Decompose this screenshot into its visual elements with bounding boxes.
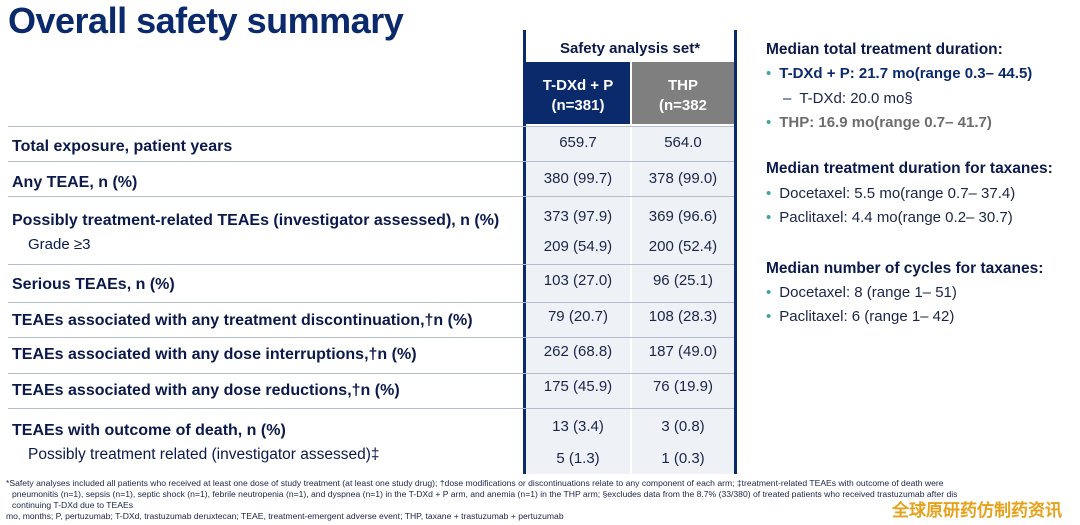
footnote-line: continuing T-DXd due to TEAEs bbox=[12, 500, 134, 510]
taxane-paclitaxel-item: • Paclitaxel: 4.4 mo(range 0.2– 30.7) bbox=[766, 209, 1013, 226]
row-divider bbox=[8, 126, 734, 127]
column-header-thp-n: (n=382 bbox=[659, 97, 707, 114]
cycles-heading: Median number of cycles for taxanes: bbox=[766, 260, 1044, 277]
cell-thp: 187 (49.0) bbox=[648, 343, 718, 360]
column-header-tdxd-name: T-DXd + P bbox=[542, 77, 614, 94]
page-title: Overall safety summary bbox=[8, 0, 404, 41]
duration-tdxd-text: T-DXd + P: 21.7 mo(range 0.3– 44.5) bbox=[779, 65, 1033, 82]
safety-set-header: Safety analysis set* bbox=[559, 40, 701, 57]
taxane-paclitaxel-text: Paclitaxel: 4.4 mo(range 0.2– 30.7) bbox=[779, 209, 1013, 226]
cell-tdxd: 380 (99.7) bbox=[543, 170, 613, 187]
cell-tdxd: 79 (20.7) bbox=[547, 308, 609, 325]
bullet-icon: • bbox=[766, 308, 772, 325]
cell-tdxd: 659.7 bbox=[559, 134, 597, 151]
taxane-docetaxel-text: Docetaxel: 5.5 mo(range 0.7– 37.4) bbox=[779, 185, 1016, 202]
cell-thp: 1 (0.3) bbox=[661, 450, 705, 467]
cell-tdxd: 103 (27.0) bbox=[543, 272, 613, 289]
row-divider bbox=[8, 196, 734, 197]
cell-thp: 369 (96.6) bbox=[648, 208, 718, 225]
cell-thp: 96 (25.1) bbox=[652, 272, 714, 289]
footnote-line: mo, months; P, pertuzumab; T-DXd, trastu… bbox=[6, 511, 564, 521]
row-sublabel: Grade ≥3 bbox=[28, 236, 91, 253]
bullet-icon: • bbox=[766, 284, 772, 301]
watermark: 全球原研药仿制药资讯 bbox=[892, 501, 1062, 520]
column-header-tdxd: T-DXd + P (n=381) bbox=[526, 62, 630, 124]
cell-tdxd: 5 (1.3) bbox=[556, 450, 600, 467]
duration-tdxd-item: • T-DXd + P: 21.7 mo(range 0.3– 44.5) bbox=[766, 65, 1032, 82]
cycles-paclitaxel-text: Paclitaxel: 6 (range 1– 42) bbox=[779, 308, 955, 325]
row-divider bbox=[8, 264, 734, 265]
footnote-line: pneumonitis (n=1), sepsis (n=1), septic … bbox=[12, 489, 958, 499]
taxane-docetaxel-item: • Docetaxel: 5.5 mo(range 0.7– 37.4) bbox=[766, 185, 1015, 202]
column-header-thp: THP (n=382 bbox=[632, 62, 734, 124]
cell-thp: 76 (19.9) bbox=[652, 378, 714, 395]
duration-thp-text: THP: 16.9 mo(range 0.7– 41.7) bbox=[779, 114, 992, 131]
row-label: Possibly treatment-related TEAEs (invest… bbox=[12, 212, 500, 229]
duration-heading: Median total treatment duration: bbox=[766, 41, 1003, 58]
bullet-icon: • bbox=[766, 65, 772, 82]
column-header-thp-name: THP bbox=[668, 77, 698, 94]
bullet-icon: • bbox=[766, 209, 772, 226]
row-divider bbox=[8, 408, 734, 409]
row-label: TEAEs associated with any dose interrupt… bbox=[12, 346, 417, 363]
cell-tdxd: 175 (45.9) bbox=[543, 378, 613, 395]
col-b-background bbox=[632, 126, 734, 474]
table-left-border bbox=[523, 30, 526, 474]
row-divider bbox=[8, 373, 734, 374]
bullet-icon: • bbox=[766, 185, 772, 202]
cycles-docetaxel-text: Docetaxel: 8 (range 1– 51) bbox=[779, 284, 957, 301]
row-sublabel: Possibly treatment related (investigator… bbox=[28, 446, 380, 463]
cell-thp: 3 (0.8) bbox=[661, 418, 705, 435]
cell-thp: 378 (99.0) bbox=[648, 170, 718, 187]
cell-thp: 564.0 bbox=[664, 134, 702, 151]
bullet-icon: • bbox=[766, 114, 772, 131]
row-label: Total exposure, patient years bbox=[12, 138, 233, 155]
cell-thp: 108 (28.3) bbox=[648, 308, 718, 325]
row-divider bbox=[8, 302, 734, 303]
table-right-border bbox=[734, 30, 737, 474]
taxane-duration-heading: Median treatment duration for taxanes: bbox=[766, 160, 1053, 177]
footnote-line: *Safety analyses included all patients w… bbox=[6, 478, 944, 488]
row-label: Any TEAE, n (%) bbox=[12, 174, 138, 191]
row-label: TEAEs with outcome of death, n (%) bbox=[12, 422, 286, 439]
row-label: TEAEs associated with any treatment disc… bbox=[12, 312, 473, 329]
row-label: Serious TEAEs, n (%) bbox=[12, 276, 175, 293]
row-divider bbox=[8, 337, 734, 338]
cell-tdxd: 373 (97.9) bbox=[543, 208, 613, 225]
cell-thp: 200 (52.4) bbox=[648, 238, 718, 255]
duration-tdxd-sub-item: – T-DXd: 20.0 mo§ bbox=[783, 90, 913, 107]
cycles-paclitaxel-item: • Paclitaxel: 6 (range 1– 42) bbox=[766, 308, 954, 325]
cell-tdxd: 262 (68.8) bbox=[543, 343, 613, 360]
cell-tdxd: 13 (3.4) bbox=[552, 418, 604, 435]
dash-icon: – bbox=[783, 90, 792, 107]
duration-thp-item: • THP: 16.9 mo(range 0.7– 41.7) bbox=[766, 114, 992, 131]
row-label: TEAEs associated with any dose reduction… bbox=[12, 382, 400, 399]
column-header-tdxd-n: (n=381) bbox=[551, 97, 605, 114]
row-divider bbox=[8, 161, 734, 162]
cell-tdxd: 209 (54.9) bbox=[543, 238, 613, 255]
cycles-docetaxel-item: • Docetaxel: 8 (range 1– 51) bbox=[766, 284, 957, 301]
duration-tdxd-sub-text: T-DXd: 20.0 mo§ bbox=[799, 90, 913, 107]
col-a-background bbox=[526, 126, 630, 474]
